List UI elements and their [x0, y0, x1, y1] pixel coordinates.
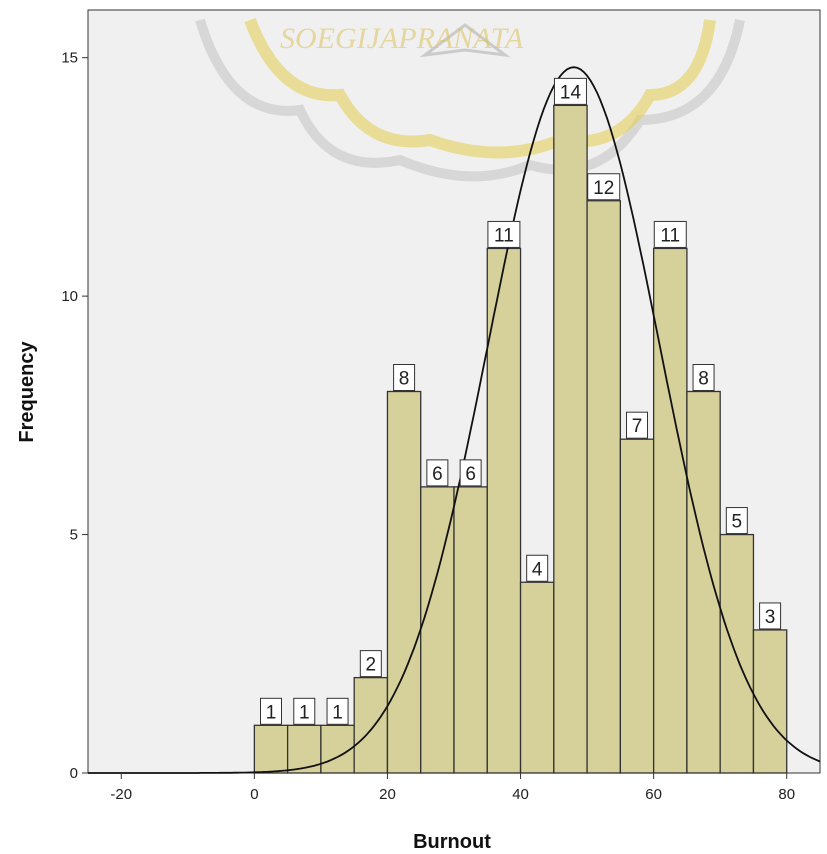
bar-label-box — [626, 411, 648, 439]
normal-curve — [88, 66, 821, 774]
watermark: SOEGIJAPRANATA — [195, 17, 745, 182]
histogram-bar — [353, 676, 389, 774]
bar-value-label: 5 — [732, 512, 743, 533]
histogram-bar — [652, 247, 688, 774]
bar-label-box — [653, 220, 687, 248]
bar-value-label: 11 — [494, 225, 514, 246]
histogram-bar — [453, 486, 488, 774]
bar-value-label: 12 — [593, 178, 614, 199]
histogram-bar — [619, 438, 655, 774]
bar-value-label: 11 — [660, 225, 680, 246]
histogram-bar — [253, 724, 289, 774]
bar-label-box — [426, 459, 449, 487]
histogram-bar — [586, 200, 622, 774]
bar-label-box — [293, 697, 316, 725]
x-tick-label: 0 — [250, 786, 258, 803]
y-tick-label: 10 — [61, 288, 78, 305]
bar-label-box — [459, 459, 482, 487]
x-tick-label: 20 — [379, 786, 396, 803]
y-tick-label: 5 — [70, 527, 78, 544]
bar-value-label: 8 — [399, 369, 410, 390]
x-tick-label: -20 — [110, 786, 132, 803]
bars-group — [253, 104, 788, 774]
histogram-bar — [386, 390, 422, 774]
histogram-bar — [420, 486, 455, 774]
histogram-bar — [752, 629, 788, 774]
x-tick-label: 80 — [778, 786, 795, 803]
histogram-bar — [686, 390, 721, 774]
bar-value-label: 1 — [332, 702, 343, 723]
svg-text:SOEGIJAPRANATA: SOEGIJAPRANATA — [280, 22, 524, 55]
y-axis-title: Frequency — [16, 341, 38, 443]
x-tick-label: 60 — [645, 786, 662, 803]
bar-label-box — [359, 650, 382, 678]
bar-value-label: 2 — [366, 655, 377, 676]
bar-label-box — [587, 173, 621, 201]
histogram-bar — [320, 724, 355, 774]
bar-label-box — [487, 220, 521, 248]
bar-label-box — [725, 507, 748, 535]
y-tick-label: 0 — [70, 765, 78, 782]
bar-label-box — [692, 364, 715, 391]
histogram-bar — [719, 533, 755, 774]
bar-value-label: 7 — [632, 416, 643, 437]
bar-value-label: 4 — [532, 559, 543, 580]
histogram-bar — [486, 247, 522, 774]
bar-label-box — [260, 697, 282, 725]
bar-value-label: 1 — [266, 702, 277, 723]
bar-label-box — [759, 602, 782, 630]
bar-label-box — [326, 697, 349, 725]
bar-value-label: 8 — [698, 369, 709, 390]
bar-label-box — [553, 77, 587, 105]
x-tick-label: 40 — [512, 786, 529, 803]
bar-value-label: 6 — [432, 464, 443, 485]
bar-value-label: 14 — [560, 82, 582, 103]
bar-label-box — [393, 364, 416, 391]
histogram-bar — [519, 581, 555, 774]
bar-value-label: 3 — [765, 607, 776, 628]
bar-value-label: 1 — [299, 702, 310, 723]
bar-value-label: 6 — [465, 464, 476, 485]
bar-label-box — [526, 554, 549, 582]
x-axis-title: Burnout — [413, 831, 491, 853]
y-tick-label: 15 — [61, 50, 78, 67]
histogram-bar — [553, 104, 588, 774]
